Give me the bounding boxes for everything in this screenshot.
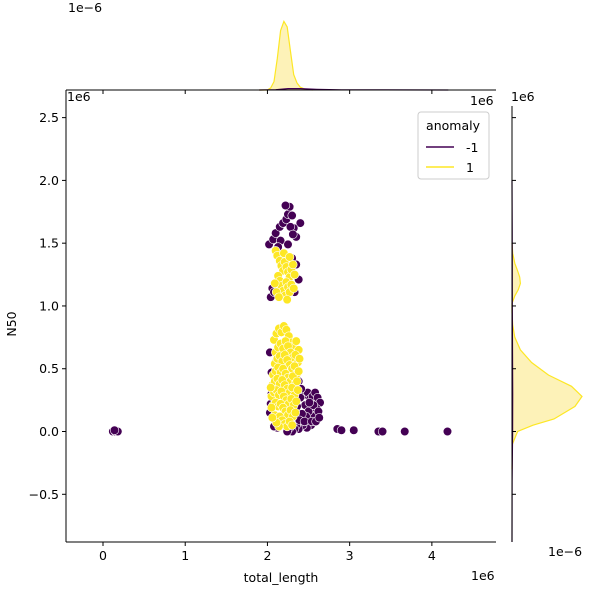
top-marginal-offset-label: 1e−6 xyxy=(68,0,102,15)
point-anomaly-pos xyxy=(287,420,297,430)
legend-label-neg: -1 xyxy=(466,140,478,155)
right-marginal-kde xyxy=(511,180,583,543)
point-anomaly-pos xyxy=(270,278,280,288)
y-tick-label: 1.5 xyxy=(39,236,59,251)
right-marginal-xaxis-offset-label: 1e−6 xyxy=(548,544,582,559)
x-tick-label: 2 xyxy=(263,548,271,563)
x-tick-label: 3 xyxy=(346,548,354,563)
point-anomaly-neg xyxy=(377,426,388,437)
scatter-points xyxy=(108,200,453,437)
point-anomaly-neg xyxy=(287,210,297,221)
y-tick-label: 0.0 xyxy=(39,424,59,439)
point-anomaly-pos xyxy=(289,283,299,293)
top-right-offset-label: 1e6 xyxy=(470,93,494,108)
point-anomaly-neg xyxy=(109,425,120,435)
y-tick-label: 2.0 xyxy=(39,173,59,188)
right-marginal-offset-label: 1e6 xyxy=(511,89,535,104)
legend: anomaly -1 1 xyxy=(417,111,490,180)
point-anomaly-neg xyxy=(295,218,305,228)
point-anomaly-pos xyxy=(288,259,298,270)
point-anomaly-pos xyxy=(290,408,300,418)
y-offset-label: 1e6 xyxy=(67,89,91,104)
point-anomaly-neg xyxy=(336,425,347,435)
point-anomaly-pos xyxy=(285,252,295,262)
point-anomaly-pos xyxy=(266,382,276,393)
right-kde-fill-pos xyxy=(512,243,582,470)
point-anomaly-pos xyxy=(294,354,305,364)
point-anomaly-pos xyxy=(282,295,292,305)
point-anomaly-neg xyxy=(283,239,293,250)
y-tick-label: 2.5 xyxy=(39,110,59,125)
point-anomaly-pos xyxy=(292,376,302,386)
legend-title: anomaly xyxy=(426,118,481,133)
legend-box xyxy=(417,111,490,180)
y-tick-label: 1.0 xyxy=(39,298,59,313)
point-anomaly-neg xyxy=(349,425,359,435)
top-kde-line-pos xyxy=(259,19,313,91)
x-tick-label: 1 xyxy=(181,548,189,563)
point-anomaly-pos xyxy=(294,366,304,376)
top-marginal-kde xyxy=(259,19,449,91)
point-anomaly-pos xyxy=(291,396,301,406)
point-anomaly-pos xyxy=(293,385,303,395)
point-anomaly-neg xyxy=(400,426,410,437)
x-tick-label: 0 xyxy=(99,548,107,563)
point-anomaly-pos xyxy=(274,292,284,302)
point-anomaly-pos xyxy=(267,413,277,423)
point-anomaly-neg xyxy=(288,229,298,239)
axes-frame xyxy=(65,89,513,543)
top-kde-fill-pos xyxy=(259,21,313,90)
point-anomaly-neg xyxy=(304,398,314,408)
y-axis-label: N50 xyxy=(4,311,19,336)
point-anomaly-neg xyxy=(280,200,291,211)
right-kde-line-pos xyxy=(511,243,583,470)
x-offset-label: 1e6 xyxy=(471,568,495,583)
point-anomaly-neg xyxy=(442,426,453,437)
axis-ticks: 0 1 2 3 4 −0.5 0.0 0.5 1.0 1.5 2.0 2.5 xyxy=(29,90,516,563)
x-axis-label: total_length xyxy=(244,570,319,585)
point-anomaly-neg xyxy=(314,413,324,423)
y-tick-label: 0.5 xyxy=(39,361,59,376)
y-tick-label: −0.5 xyxy=(29,487,59,502)
point-anomaly-pos xyxy=(291,336,301,346)
point-anomaly-pos xyxy=(266,403,277,413)
x-tick-label: 4 xyxy=(428,548,436,563)
legend-label-pos: 1 xyxy=(466,160,474,175)
point-anomaly-pos xyxy=(289,269,300,280)
